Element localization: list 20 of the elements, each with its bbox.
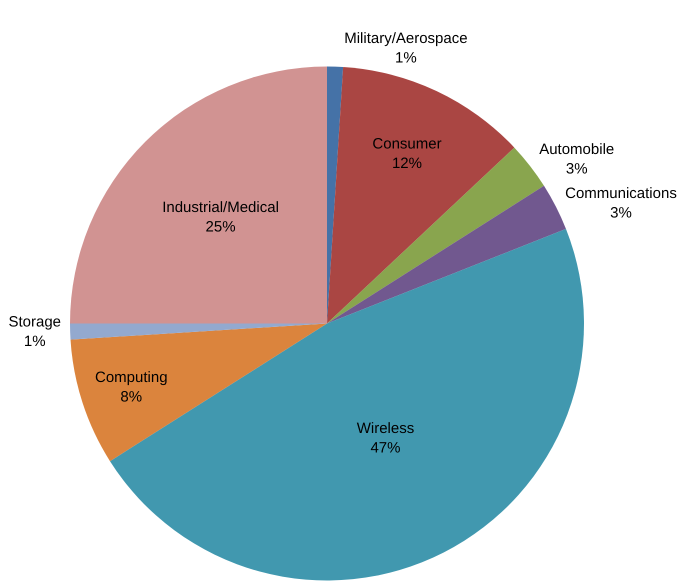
slice-label: Wireless xyxy=(356,420,414,437)
data-label: 3% xyxy=(610,204,632,222)
slice-label: Storage xyxy=(8,313,61,330)
pie-slice xyxy=(70,66,327,324)
pie-slice xyxy=(70,324,327,462)
slice-label: Computing xyxy=(94,368,168,386)
slice-label: Industrial/Medical xyxy=(162,198,279,216)
data-label: 8% xyxy=(120,388,142,406)
pie-slice xyxy=(327,67,514,324)
data-label: 3% xyxy=(566,160,588,178)
pie-slice xyxy=(327,186,566,324)
slice-label: Military/Aerospace xyxy=(344,30,468,48)
data-label: 25% xyxy=(206,218,236,236)
slice-label: Consumer xyxy=(372,135,442,152)
data-label: 12% xyxy=(392,154,422,172)
data-label: 1% xyxy=(395,50,417,67)
slice-label: Automobile xyxy=(539,140,614,158)
slice-label: Communications xyxy=(565,184,677,202)
data-label: 1% xyxy=(24,332,46,350)
data-label: 47% xyxy=(370,440,400,456)
